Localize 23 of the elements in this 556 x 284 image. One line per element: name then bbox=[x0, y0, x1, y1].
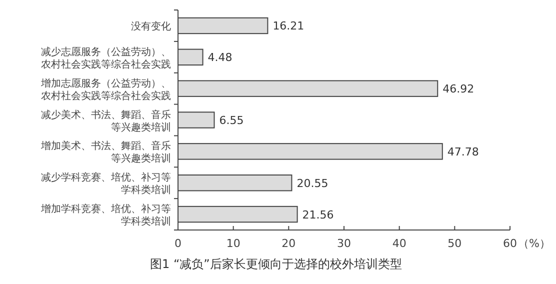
y-tick-label: 减少学科竞赛、培优、补习等学科类培训 bbox=[41, 172, 171, 196]
y-tick-label: 增加学科竞赛、培优、补习等学科类培训 bbox=[40, 203, 171, 228]
x-tick-label: 0 bbox=[174, 237, 182, 250]
y-tick-label: 减少美术、书法、舞蹈、音乐等兴趣类培训 bbox=[41, 108, 171, 134]
x-tick-label: 40 bbox=[392, 237, 406, 250]
x-tick-label: 60 bbox=[503, 237, 517, 250]
data-label: 6.55 bbox=[219, 114, 244, 127]
x-tick-label: 10 bbox=[226, 237, 240, 250]
data-label: 16.21 bbox=[272, 20, 304, 33]
x-tick-label: 20 bbox=[282, 237, 296, 250]
x-tick-label: 50 bbox=[448, 237, 462, 250]
data-label: 46.92 bbox=[442, 82, 474, 96]
data-label: 20.55 bbox=[296, 176, 328, 190]
data-label: 4.48 bbox=[208, 51, 232, 64]
y-tick-label: 增加志愿服务（公益劳动）、农村社会实践等综合社会实践 bbox=[40, 77, 171, 102]
text: 图1 “减负”后家长更倾向于选择的校外培训类型 bbox=[150, 257, 402, 271]
x-axis-title: （%） bbox=[518, 237, 550, 250]
data-label: 47.78 bbox=[447, 145, 479, 158]
y-tick-label: 增加美术、书法、舞蹈、音乐等兴趣类培训 bbox=[40, 140, 171, 165]
y-tick-label: 没有变化 bbox=[131, 20, 171, 33]
y-tick-label: 减少志愿服务（公益劳动）、农村社会实践等综合社会实践 bbox=[41, 46, 171, 70]
data-label: 21.56 bbox=[302, 208, 334, 222]
x-tick-label: 30 bbox=[337, 237, 351, 250]
